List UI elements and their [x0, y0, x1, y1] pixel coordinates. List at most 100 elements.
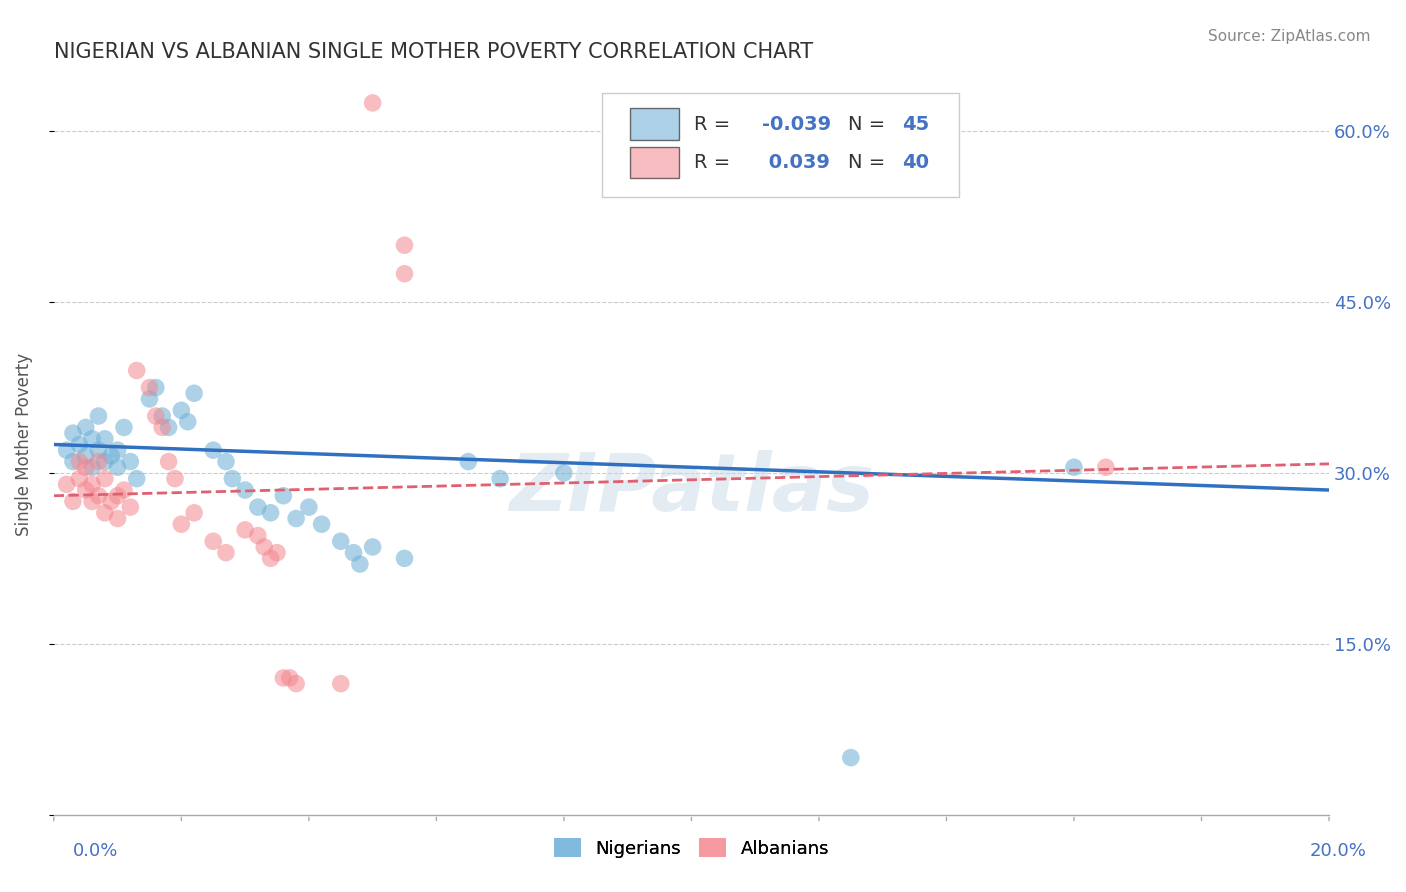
- Point: [1063, 460, 1085, 475]
- Point: [349, 557, 371, 571]
- Point: [80, 477, 103, 491]
- Point: [80, 432, 103, 446]
- Point: [120, 500, 142, 515]
- Point: [221, 472, 243, 486]
- Point: [67, 472, 90, 486]
- Point: [285, 511, 308, 525]
- Point: [87, 454, 110, 468]
- Point: [311, 517, 333, 532]
- FancyBboxPatch shape: [630, 109, 679, 139]
- Text: N =: N =: [848, 153, 886, 172]
- Text: ZIPatlas: ZIPatlas: [509, 450, 875, 528]
- Point: [170, 403, 193, 417]
- Point: [342, 546, 364, 560]
- Point: [150, 420, 173, 434]
- Point: [145, 380, 167, 394]
- Point: [62, 454, 84, 468]
- Point: [94, 454, 117, 468]
- FancyBboxPatch shape: [630, 147, 679, 178]
- Point: [1095, 460, 1118, 475]
- Point: [94, 432, 117, 446]
- Point: [329, 534, 352, 549]
- Point: [107, 511, 129, 525]
- Point: [361, 95, 384, 110]
- Point: [75, 483, 97, 497]
- Text: NIGERIAN VS ALBANIAN SINGLE MOTHER POVERTY CORRELATION CHART: NIGERIAN VS ALBANIAN SINGLE MOTHER POVER…: [53, 42, 813, 62]
- Text: R =: R =: [695, 153, 730, 172]
- Legend: Nigerians, Albanians: Nigerians, Albanians: [547, 831, 837, 864]
- Point: [125, 363, 148, 377]
- FancyBboxPatch shape: [602, 93, 959, 196]
- Point: [233, 523, 256, 537]
- Text: R =: R =: [695, 114, 730, 134]
- Point: [298, 500, 321, 515]
- Point: [183, 506, 205, 520]
- Point: [329, 676, 352, 690]
- Point: [233, 483, 256, 497]
- Point: [55, 443, 77, 458]
- Point: [202, 534, 225, 549]
- Text: 20.0%: 20.0%: [1310, 842, 1367, 860]
- Point: [107, 443, 129, 458]
- Point: [259, 506, 281, 520]
- Point: [62, 494, 84, 508]
- Point: [457, 454, 479, 468]
- Point: [394, 238, 416, 252]
- Point: [177, 415, 200, 429]
- Point: [138, 380, 160, 394]
- Point: [215, 454, 238, 468]
- Point: [839, 750, 862, 764]
- Point: [120, 454, 142, 468]
- Point: [157, 454, 180, 468]
- Point: [273, 671, 295, 685]
- Point: [246, 500, 269, 515]
- Point: [100, 449, 122, 463]
- Point: [125, 472, 148, 486]
- Point: [62, 426, 84, 441]
- Point: [246, 528, 269, 542]
- Point: [94, 472, 117, 486]
- Point: [87, 443, 110, 458]
- Point: [183, 386, 205, 401]
- Point: [112, 420, 135, 434]
- Point: [75, 460, 97, 475]
- Text: N =: N =: [848, 114, 886, 134]
- Point: [170, 517, 193, 532]
- Y-axis label: Single Mother Poverty: Single Mother Poverty: [15, 353, 32, 536]
- Point: [107, 489, 129, 503]
- Point: [215, 546, 238, 560]
- Text: -0.039: -0.039: [762, 114, 831, 134]
- Point: [112, 483, 135, 497]
- Point: [80, 494, 103, 508]
- Text: 40: 40: [901, 153, 929, 172]
- Point: [553, 466, 575, 480]
- Text: 0.039: 0.039: [762, 153, 830, 172]
- Point: [202, 443, 225, 458]
- Point: [285, 676, 308, 690]
- Point: [100, 494, 122, 508]
- Point: [67, 454, 90, 468]
- Point: [394, 267, 416, 281]
- Point: [75, 420, 97, 434]
- Point: [253, 540, 276, 554]
- Point: [489, 472, 512, 486]
- Point: [55, 477, 77, 491]
- Point: [75, 449, 97, 463]
- Point: [266, 546, 288, 560]
- Point: [87, 409, 110, 423]
- Point: [107, 460, 129, 475]
- Point: [361, 540, 384, 554]
- Point: [157, 420, 180, 434]
- Point: [67, 437, 90, 451]
- Point: [150, 409, 173, 423]
- Point: [394, 551, 416, 566]
- Point: [87, 489, 110, 503]
- Text: 45: 45: [901, 114, 929, 134]
- Point: [80, 460, 103, 475]
- Point: [138, 392, 160, 406]
- Point: [278, 671, 301, 685]
- Point: [163, 472, 186, 486]
- Point: [94, 506, 117, 520]
- Text: 0.0%: 0.0%: [73, 842, 118, 860]
- Point: [273, 489, 295, 503]
